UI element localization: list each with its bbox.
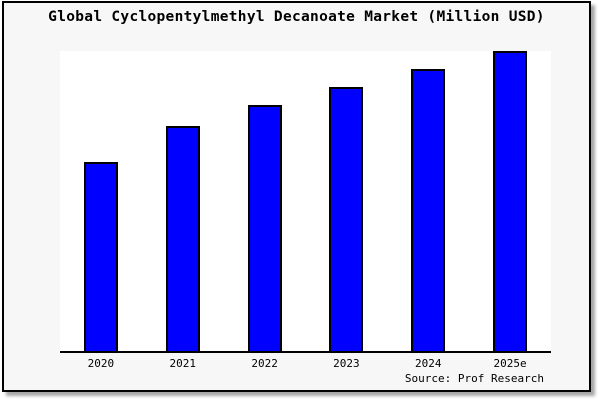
x-tick-label-2022: 2022	[251, 357, 278, 370]
bar-2021	[165, 126, 200, 351]
x-tick-label-2021: 2021	[169, 357, 197, 370]
bar-2020	[83, 162, 118, 351]
plot-area: 2020 2021 2022 2023 2024 2025e	[60, 51, 551, 370]
x-tick-label-2025e: 2025e	[493, 357, 527, 370]
chart-frame: Global Cyclopentylmethyl Decanoate Marke…	[2, 1, 591, 392]
x-tick-label-2020: 2020	[87, 357, 115, 370]
bar-2024	[411, 69, 446, 351]
bar-2025e	[493, 51, 528, 351]
bar-2023	[329, 87, 364, 351]
bar-2022	[247, 105, 282, 351]
chart-title: Global Cyclopentylmethyl Decanoate Marke…	[48, 9, 545, 25]
source-note: Source: Prof Research	[404, 372, 544, 385]
x-tick-label-2024: 2024	[415, 357, 442, 370]
x-tick-label-2023: 2023	[333, 357, 360, 370]
